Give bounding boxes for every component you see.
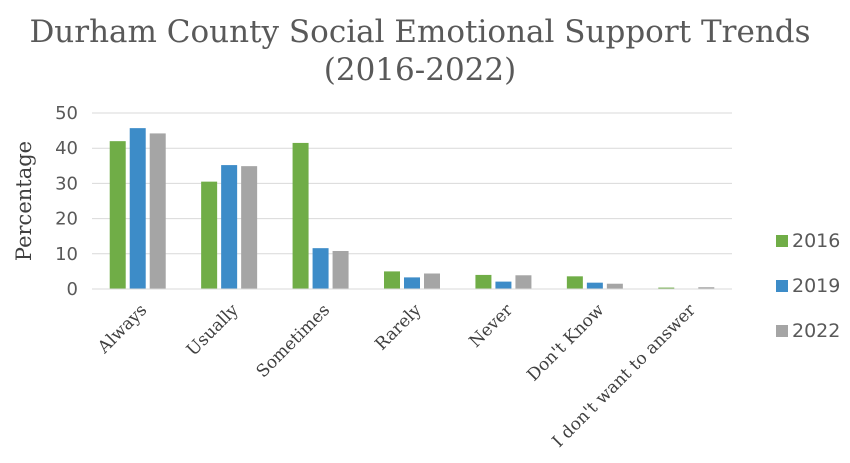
legend-swatch <box>776 325 788 337</box>
bar <box>312 248 329 289</box>
y-tick-label: 0 <box>67 279 78 300</box>
bar <box>332 250 349 289</box>
x-axis-ticks: Always Usually Sometimes Rarely Never Don't K… <box>93 300 700 452</box>
bar <box>698 287 715 289</box>
legend: 2016 2019 2022 <box>776 230 840 342</box>
y-tick-label: 20 <box>55 209 78 230</box>
x-tick-label: Usually <box>183 300 243 360</box>
legend-label: 2019 <box>792 275 840 297</box>
legend-swatch <box>776 235 788 247</box>
y-tick-label: 50 <box>55 103 78 124</box>
bar <box>109 141 126 289</box>
chart-title: Durham County Social Emotional Support T… <box>29 14 810 50</box>
bar <box>495 281 512 289</box>
bars <box>109 128 715 289</box>
bar <box>515 275 532 289</box>
bar <box>606 283 623 289</box>
y-tick-label: 10 <box>55 244 78 265</box>
bar <box>149 133 166 289</box>
bar <box>201 181 218 289</box>
bar <box>241 166 258 289</box>
y-tick-label: 30 <box>55 173 78 194</box>
bar <box>404 277 420 289</box>
bar <box>221 165 238 289</box>
y-axis-label: Percentage <box>12 141 36 261</box>
bar <box>586 282 603 289</box>
chart-subtitle: (2016-2022) <box>324 52 516 88</box>
x-tick-label: Sometimes <box>253 300 334 381</box>
legend-label: 2022 <box>792 320 840 342</box>
gridlines <box>92 112 732 255</box>
x-tick-label: Never <box>466 300 518 352</box>
bar <box>566 276 583 289</box>
bar <box>424 273 440 289</box>
y-axis-ticks: 0 10 20 30 40 50 <box>55 103 78 300</box>
bar <box>292 142 309 289</box>
legend-swatch <box>776 280 788 292</box>
bar <box>658 287 675 289</box>
x-tick-label: Don't Know <box>523 300 608 385</box>
bar <box>475 274 492 289</box>
y-tick-label: 40 <box>55 138 78 159</box>
bar <box>384 271 400 289</box>
x-tick-label: Rarely <box>371 300 425 354</box>
legend-label: 2016 <box>792 230 840 252</box>
bar <box>129 128 146 289</box>
x-tick-label: Always <box>93 300 151 358</box>
